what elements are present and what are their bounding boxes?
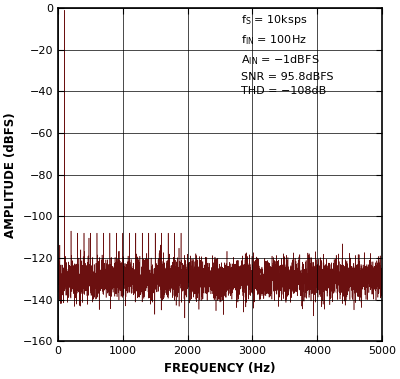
Text: f$_\mathrm{S}$ = 10ksps
f$_\mathrm{IN}$ = 100Hz
A$_\mathrm{IN}$ = −1dBFS
SNR = 9: f$_\mathrm{S}$ = 10ksps f$_\mathrm{IN}$ … <box>241 13 334 96</box>
Y-axis label: AMPLITUDE (dBFS): AMPLITUDE (dBFS) <box>4 112 17 238</box>
X-axis label: FREQUENCY (Hz): FREQUENCY (Hz) <box>164 362 276 375</box>
